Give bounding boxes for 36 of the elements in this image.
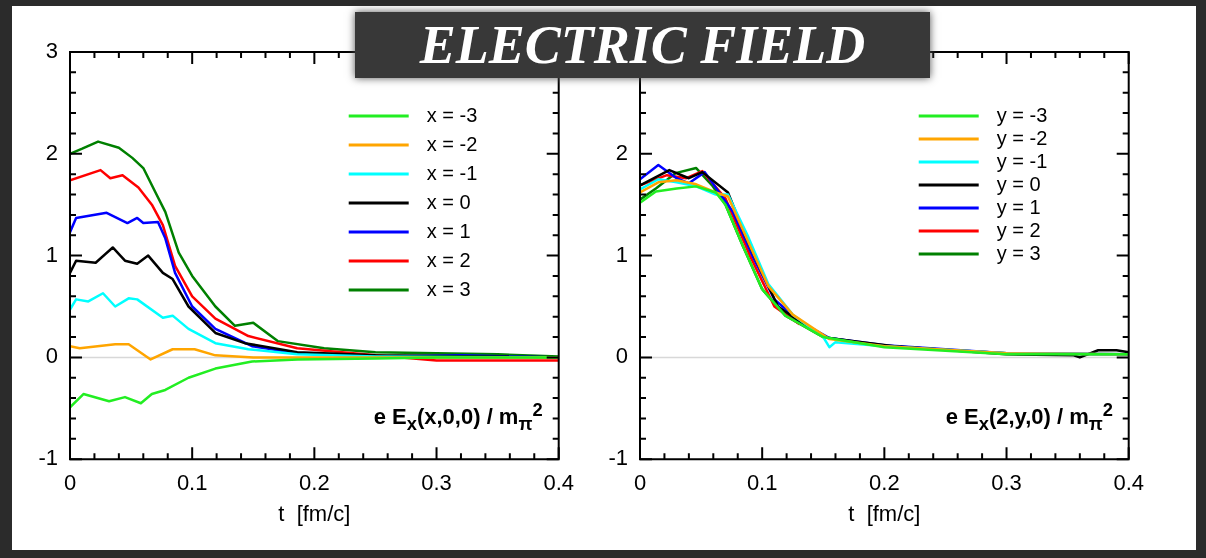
- legend-label: x = 3: [426, 277, 471, 300]
- x-tick-label: 0.3: [421, 470, 452, 496]
- legend-label: y = 3: [996, 241, 1041, 264]
- y-tick-label: 3: [45, 38, 58, 64]
- x-axis-title: t [fm/c]: [848, 500, 921, 526]
- legend-label: x = 2: [426, 248, 471, 271]
- y-tick-label: -1: [608, 445, 628, 471]
- y-tick-label: 2: [615, 139, 628, 165]
- legend-label: x = -2: [426, 132, 478, 155]
- x-tick-label: 0.4: [1113, 470, 1145, 496]
- x-tick-label: 0.2: [869, 470, 900, 496]
- x-tick-label: 0: [63, 470, 77, 496]
- y-tick-label: 0: [615, 343, 628, 369]
- y-tick-label: 2: [45, 139, 58, 165]
- x-tick-label: 0.4: [543, 470, 575, 496]
- legend-label: y = 2: [996, 218, 1041, 241]
- legend-label: x = -3: [426, 103, 478, 126]
- y-tick-label: -1: [38, 445, 58, 471]
- legend-label: y = -3: [996, 103, 1048, 126]
- legend-label: y = 1: [996, 195, 1041, 218]
- legend-label: y = -1: [996, 149, 1048, 172]
- x-axis-title: t [fm/c]: [278, 500, 351, 526]
- x-tick-label: 0.1: [746, 470, 778, 496]
- legend-label: y = -2: [996, 126, 1048, 149]
- x-tick-label: 0.1: [176, 470, 208, 496]
- chart-title: ELECTRIC FIELD: [355, 12, 930, 78]
- legend-label: y = 0: [996, 172, 1041, 195]
- y-tick-label: 0: [45, 343, 58, 369]
- x-tick-label: 0: [633, 470, 647, 496]
- legend-label: x = 0: [426, 190, 471, 213]
- y-tick-label: 1: [615, 241, 628, 267]
- x-tick-label: 0.3: [991, 470, 1022, 496]
- legend-label: x = -1: [426, 161, 478, 184]
- legend-label: x = 1: [426, 219, 471, 242]
- x-tick-label: 0.2: [299, 470, 330, 496]
- y-tick-label: 1: [45, 241, 58, 267]
